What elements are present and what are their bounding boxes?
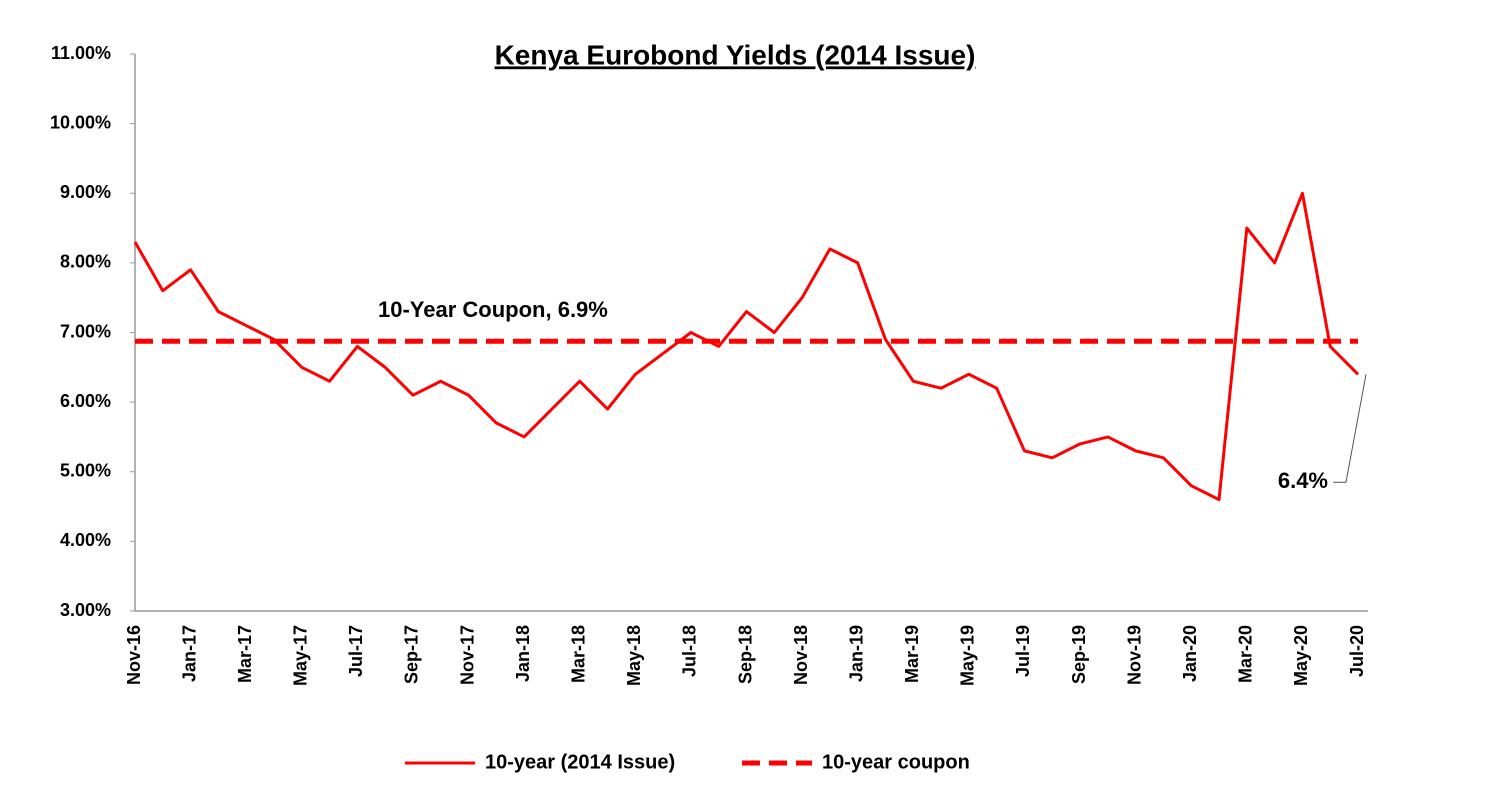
x-tick-label: Jul-17 xyxy=(346,625,366,677)
chart-title: Kenya Eurobond Yields (2014 Issue) xyxy=(495,39,976,70)
legend-label: 10-year coupon xyxy=(822,751,970,773)
x-tick-label: Jan-19 xyxy=(846,625,866,682)
yield-line xyxy=(133,191,1360,502)
x-tick-label: Mar-20 xyxy=(1236,625,1256,683)
y-tick-label: 4.00% xyxy=(60,530,111,550)
data-label: 6.4% xyxy=(1278,468,1328,493)
y-tick-label: 3.00% xyxy=(60,600,111,620)
x-tick-label: Mar-18 xyxy=(568,625,588,683)
x-tick-label: Jan-20 xyxy=(1180,625,1200,682)
x-tick-label: Nov-19 xyxy=(1124,625,1144,685)
x-tick-label: May-19 xyxy=(958,625,978,686)
annotation: 10-Year Coupon, 6.9% xyxy=(378,297,608,322)
x-tick-label: Mar-19 xyxy=(902,625,922,683)
x-tick-label: May-17 xyxy=(291,625,311,686)
y-tick-label: 6.00% xyxy=(60,391,111,411)
x-tick-label: Nov-16 xyxy=(124,625,144,685)
y-tick-label: 5.00% xyxy=(60,461,111,481)
y-tick-label: 7.00% xyxy=(60,321,111,341)
x-tick-label: Jul-20 xyxy=(1347,625,1367,677)
x-tick-label: May-20 xyxy=(1291,625,1311,686)
x-tick-label: Jan-18 xyxy=(513,625,533,682)
x-tick-label: Mar-17 xyxy=(235,625,255,683)
x-tick-label: Sep-17 xyxy=(402,625,422,684)
y-tick-label: 11.00% xyxy=(51,43,111,63)
x-tick-label: May-18 xyxy=(624,625,644,686)
y-tick-label: 8.00% xyxy=(60,252,111,272)
x-tick-label: Nov-18 xyxy=(791,625,811,685)
y-tick-label: 10.00% xyxy=(50,112,111,132)
x-tick-label: Sep-19 xyxy=(1069,625,1089,684)
legend-label: 10-year (2014 Issue) xyxy=(485,751,675,773)
x-tick-label: Jul-18 xyxy=(680,625,700,677)
x-tick-label: Jan-17 xyxy=(179,625,199,682)
leader-line xyxy=(1345,374,1367,483)
x-tick-label: Nov-17 xyxy=(457,625,477,685)
x-tick-label: Jul-19 xyxy=(1013,625,1033,677)
y-tick-label: 9.00% xyxy=(60,182,111,202)
x-tick-label: Sep-18 xyxy=(735,625,755,684)
